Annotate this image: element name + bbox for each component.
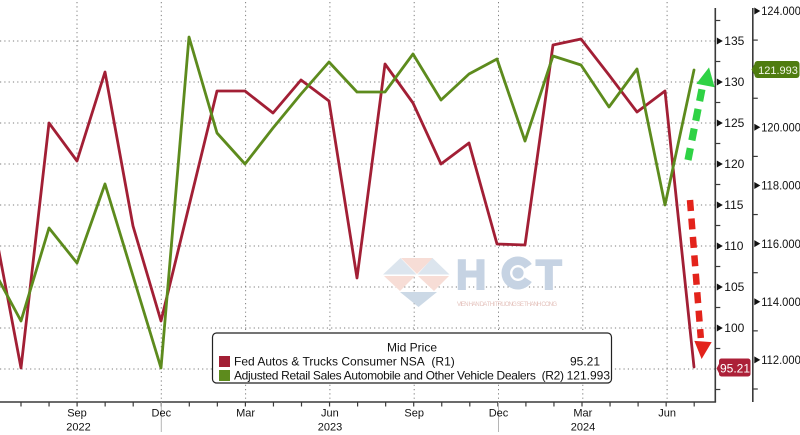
svg-text:118.000: 118.000 [761,179,800,193]
svg-text:110: 110 [724,239,743,253]
svg-text:2022: 2022 [66,422,90,434]
svg-text:121.993: 121.993 [758,65,798,77]
svg-text:105: 105 [724,280,744,294]
svg-text:H: H [456,251,486,298]
svg-text:95.21: 95.21 [720,362,750,376]
svg-text:115: 115 [724,198,743,212]
svg-text:T: T [536,251,562,298]
svg-text:121.993: 121.993 [567,369,611,383]
svg-text:Mar: Mar [236,408,255,420]
svg-text:2023: 2023 [318,422,342,434]
svg-text:95.21: 95.21 [570,355,600,369]
svg-text:135: 135 [724,34,744,48]
svg-text:Sep: Sep [67,408,87,420]
svg-text:124.000: 124.000 [761,4,800,18]
svg-text:120.000: 120.000 [761,121,800,135]
svg-text:Sep: Sep [404,408,424,420]
svg-text:Jun: Jun [658,408,676,420]
svg-text:Adjusted Retail Sales Automobi: Adjusted Retail Sales Automobile and Oth… [234,369,564,383]
svg-text:2024: 2024 [571,422,595,434]
svg-text:116.000: 116.000 [761,237,800,251]
svg-text:Dec: Dec [489,408,509,420]
svg-text:130: 130 [724,75,744,89]
svg-text:Fed Autos & Trucks Consumer NS: Fed Autos & Trucks Consumer NSA (R1) [234,355,455,369]
svg-text:112.000: 112.000 [761,353,800,367]
svg-text:100: 100 [724,321,744,335]
svg-text:VIEN HAN DA THI TRUONG SE THAN: VIEN HAN DA THI TRUONG SE THANH CONG [457,302,557,308]
svg-text:125: 125 [724,116,744,130]
svg-text:Mar: Mar [573,408,592,420]
svg-text:120: 120 [724,157,744,171]
svg-text:Jun: Jun [321,408,339,420]
svg-text:Mid Price: Mid Price [387,341,437,355]
svg-text:114.000: 114.000 [761,295,800,309]
svg-text:Dec: Dec [152,408,172,420]
